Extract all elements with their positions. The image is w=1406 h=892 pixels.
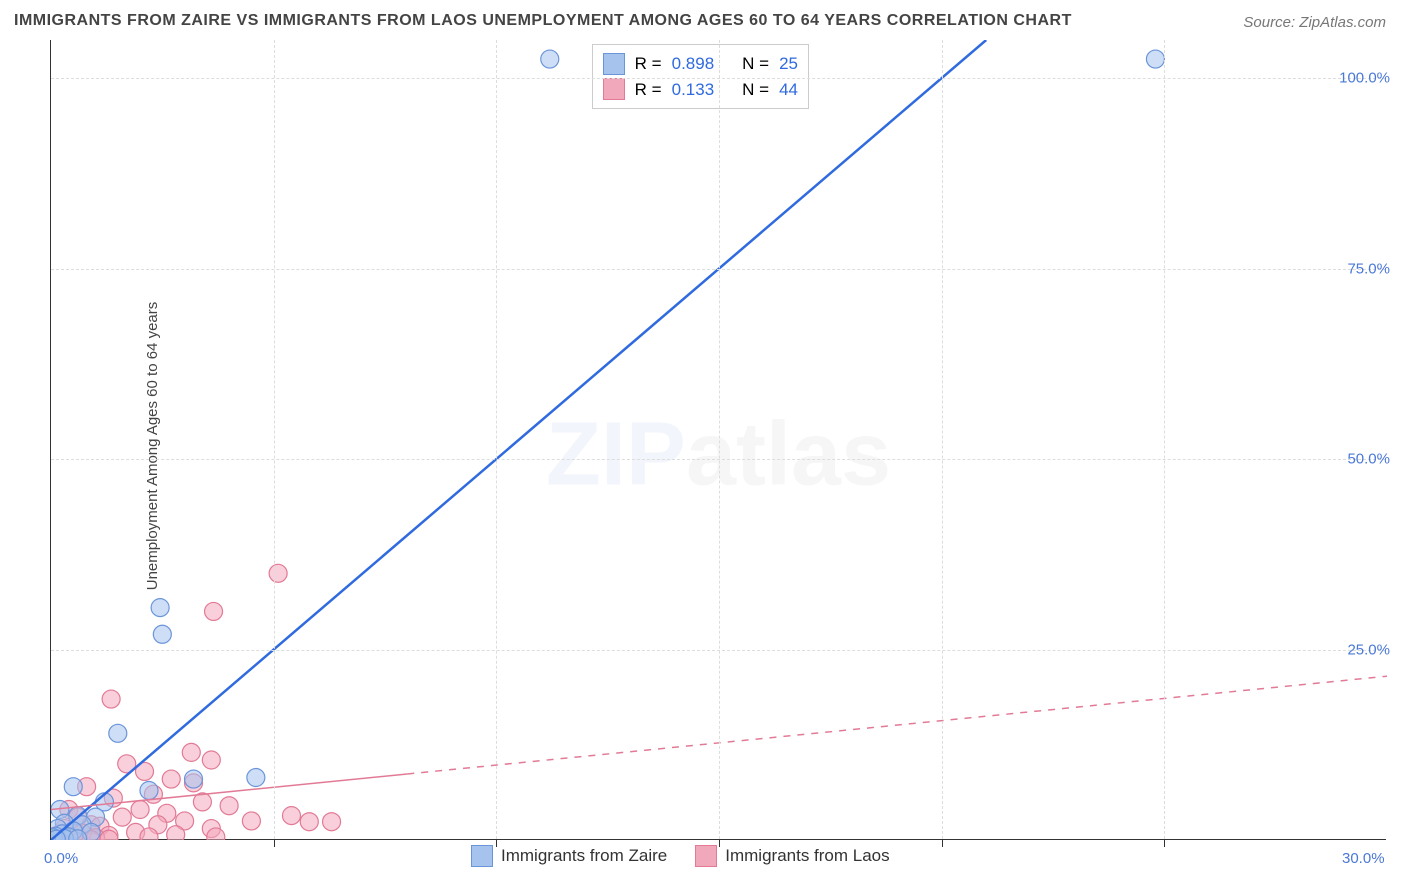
watermark-suffix: atlas: [686, 405, 891, 505]
n-value-laos: 44: [779, 77, 798, 103]
source-value: ZipAtlas.com: [1299, 14, 1386, 31]
ytick-label: 25.0%: [1347, 641, 1390, 658]
gridline-v: [719, 40, 720, 839]
legend-item-zaire: Immigrants from Zaire: [471, 845, 667, 867]
stat-box: R = 0.898 N = 25 R = 0.133 N = 44: [592, 44, 809, 109]
r-value-zaire: 0.898: [672, 51, 715, 77]
source-prefix: Source:: [1243, 14, 1299, 31]
xtick: [942, 839, 943, 847]
stat-row-zaire: R = 0.898 N = 25: [603, 51, 798, 77]
n-label: N =: [742, 51, 769, 77]
ytick-label: 50.0%: [1347, 451, 1390, 468]
legend-label-laos: Immigrants from Laos: [725, 846, 889, 866]
n-value-zaire: 25: [779, 51, 798, 77]
x-origin-label: 0.0%: [44, 850, 78, 867]
ytick-label: 100.0%: [1339, 70, 1390, 87]
plot-area: ZIPatlas R = 0.898 N = 25 R = 0.133 N = …: [50, 40, 1386, 840]
xtick: [1164, 839, 1165, 847]
source-label: Source: ZipAtlas.com: [1243, 14, 1386, 31]
x-max-label: 30.0%: [1342, 850, 1385, 867]
watermark-prefix: ZIP: [546, 405, 686, 505]
r-value-laos: 0.133: [672, 77, 715, 103]
r-label: R =: [635, 77, 662, 103]
gridline-v: [942, 40, 943, 839]
chart-title: IMMIGRANTS FROM ZAIRE VS IMMIGRANTS FROM…: [14, 12, 1072, 30]
gridline-v: [1164, 40, 1165, 839]
ytick-label: 75.0%: [1347, 260, 1390, 277]
gridline-v: [496, 40, 497, 839]
legend-label-zaire: Immigrants from Zaire: [501, 846, 667, 866]
r-label: R =: [635, 51, 662, 77]
swatch-laos: [695, 845, 717, 867]
xtick: [274, 839, 275, 847]
xtick: [719, 839, 720, 847]
legend-item-laos: Immigrants from Laos: [695, 845, 889, 867]
swatch-laos: [603, 78, 625, 100]
bottom-legend: Immigrants from Zaire Immigrants from La…: [471, 845, 890, 867]
xtick: [496, 839, 497, 847]
swatch-zaire: [603, 53, 625, 75]
swatch-zaire: [471, 845, 493, 867]
stat-row-laos: R = 0.133 N = 44: [603, 77, 798, 103]
n-label: N =: [742, 77, 769, 103]
gridline-v: [274, 40, 275, 839]
